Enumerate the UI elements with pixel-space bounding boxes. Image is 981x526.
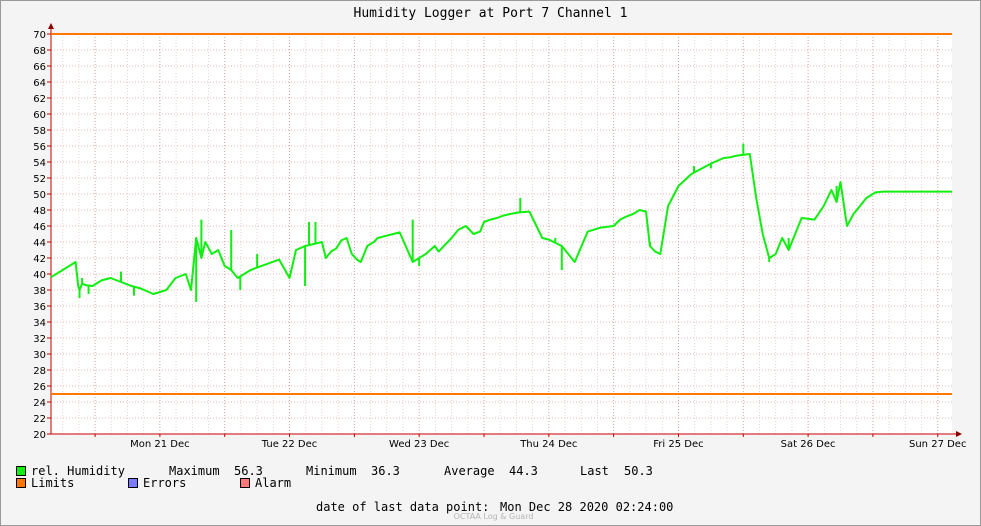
y-tick-label: 46 [33, 222, 46, 233]
y-tick-label: 70 [33, 30, 46, 41]
y-tick-label: 32 [33, 334, 46, 345]
legend-errors-label: Errors [143, 476, 187, 490]
chart-title: Humidity Logger at Port 7 Channel 1 [353, 6, 628, 21]
y-tick-label: 38 [33, 286, 46, 297]
y-tick-label: 56 [33, 142, 46, 153]
stat-last-label: Last [580, 464, 609, 478]
stat-last-value: 50.3 [624, 464, 653, 478]
legend-limits-label: Limits [31, 476, 75, 490]
alarm-swatch [240, 478, 250, 488]
y-axis-arrow [48, 23, 54, 29]
errors-swatch [128, 478, 138, 488]
y-tick-label: 36 [33, 302, 46, 313]
y-tick-label: 44 [33, 238, 46, 249]
y-tick-label: 48 [33, 206, 46, 217]
stat-maximum-label: Maximum [169, 464, 220, 478]
y-tick-label: 26 [33, 382, 46, 393]
stat-average-label: Average [444, 464, 495, 478]
stat-average-value: 44.3 [509, 464, 538, 478]
stat-minimum-label: Minimum [306, 464, 357, 478]
x-tick-label: Mon 21 Dec [130, 439, 190, 450]
credit-text: OCTAA Log & Guard [453, 512, 534, 521]
last-data-point-label: date of last data point: [316, 500, 490, 514]
y-tick-label: 66 [33, 62, 46, 73]
y-tick-label: 52 [33, 174, 46, 185]
y-tick-label: 62 [33, 94, 46, 105]
last-data-point-value: Mon Dec 28 2020 02:24:00 [500, 500, 674, 514]
y-tick-label: 28 [33, 366, 46, 377]
x-tick-label: Sun 27 Dec [909, 439, 966, 450]
y-tick-label: 54 [33, 158, 46, 169]
x-tick-label: Wed 23 Dec [389, 439, 449, 450]
y-tick-label: 30 [33, 350, 46, 361]
x-tick-label: Sat 26 Dec [781, 439, 836, 450]
y-tick-label: 34 [33, 318, 46, 329]
x-axis-arrow [956, 431, 962, 437]
legend-humidity-label: rel. Humidity [31, 464, 125, 478]
y-tick-label: 60 [33, 110, 46, 121]
y-tick-label: 40 [33, 270, 46, 281]
legend-alarm-label: Alarm [255, 476, 292, 490]
y-tick-label: 50 [33, 190, 46, 201]
y-tick-label: 68 [33, 46, 46, 57]
limits-swatch [16, 478, 26, 488]
humidity-swatch [16, 466, 26, 476]
stat-maximum-value: 56.3 [234, 464, 263, 478]
y-tick-label: 64 [33, 78, 46, 89]
y-tick-label: 22 [33, 414, 46, 425]
plot-area [51, 34, 952, 434]
y-tick-label: 42 [33, 254, 46, 265]
x-tick-label: Fri 25 Dec [653, 439, 703, 450]
y-tick-label: 58 [33, 126, 46, 137]
y-tick-label: 20 [33, 430, 46, 441]
y-tick-label: 24 [33, 398, 46, 409]
x-tick-label: Tue 22 Dec [261, 439, 318, 450]
stat-minimum-value: 36.3 [371, 464, 400, 478]
x-tick-label: Thu 24 Dec [519, 439, 577, 450]
